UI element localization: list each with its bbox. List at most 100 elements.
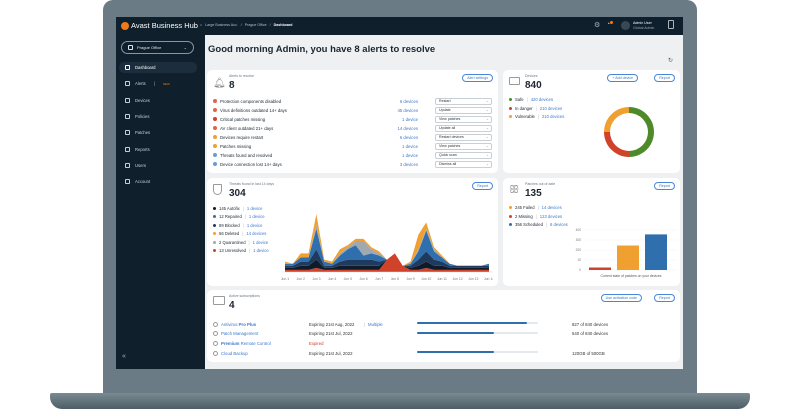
devices-card: Devices 840 + Add device Report Safe | 420… <box>503 70 680 173</box>
threats-area-chart: Jun 1 Jun 2 Jun 3 Jun 4 Jun 5 Jun 6 Jun 7 Jun 8… <box>281 214 493 281</box>
sliders-icon <box>125 113 130 119</box>
threats-report-button[interactable]: Report <box>472 182 493 190</box>
subscriptions-report-button[interactable]: Report <box>654 294 675 302</box>
subscriptions-count: 4 <box>229 300 235 311</box>
legend-devices-link[interactable]: 123 devices <box>539 213 563 219</box>
subscription-name-link[interactable]: Premium Remote Control <box>221 341 271 346</box>
alert-action-select[interactable]: View patches ⌄ <box>435 142 492 150</box>
report-label: Report <box>477 184 488 188</box>
legend-devices-link[interactable]: 6 devices <box>550 222 568 227</box>
subscription-multiple-link[interactable]: Multiple <box>368 321 383 327</box>
alert-action-select[interactable]: Dismiss all ⌄ <box>435 160 492 168</box>
office-selector[interactable]: Prague Office ⌄ <box>121 41 194 54</box>
patches-count: 135 <box>525 188 542 199</box>
sidebar-item-patches[interactable]: Patches <box>119 127 197 138</box>
alert-devices-link[interactable]: 6 devices <box>399 134 418 140</box>
x-tick-label: Jun 8 <box>391 277 399 281</box>
subscription-expiry: Expiring 21st Jul, 2022 <box>309 331 353 337</box>
legend-devices-link[interactable]: 1 device <box>246 206 263 211</box>
alert-row: Devices require restart 6 devices Restart … <box>213 133 492 141</box>
subscription-name-link[interactable]: Patch Management <box>221 331 258 336</box>
legend-label: 13 Unresolved <box>219 248 247 253</box>
shield-icon <box>213 184 222 195</box>
legend-dot <box>213 232 216 236</box>
add-device-button[interactable]: + Add device <box>607 74 638 82</box>
refresh-icon[interactable]: ↻ <box>668 58 674 64</box>
sidebar-item-dashboard[interactable]: Dashboard <box>119 62 197 73</box>
chevron-down-icon: ⌄ <box>485 99 489 103</box>
bell-icon <box>125 81 130 87</box>
alert-action-select[interactable]: Quick scan ⌄ <box>435 151 492 159</box>
sidebar-item-devices[interactable]: Devices <box>119 95 197 106</box>
gear-icon[interactable]: ⚙ <box>594 22 601 29</box>
patches-report-button[interactable]: Report <box>654 182 675 190</box>
app-logo[interactable]: Avast Business Hub <box>121 21 198 30</box>
legend-dot <box>213 240 216 244</box>
alert-devices-link[interactable]: 14 devices <box>397 125 418 131</box>
home-icon[interactable]: ⌂ <box>200 23 203 27</box>
x-tick-label: Jun 6 <box>359 277 367 281</box>
alert-action-select[interactable]: Update ⌄ <box>435 106 492 114</box>
alert-action-select[interactable]: Restart ⌄ <box>435 97 492 105</box>
legend-devices-link[interactable]: 1 device <box>246 222 263 228</box>
alert-action-select[interactable]: Update all ⌄ <box>435 124 492 132</box>
collapse-sidebar-icon[interactable]: « <box>122 353 126 360</box>
legend-devices-link[interactable]: 1 device <box>253 248 269 253</box>
subscription-name-link[interactable]: Cloud Backup <box>221 351 248 356</box>
alert-action-select[interactable]: Restart devices ⌄ <box>435 133 492 141</box>
sidebar-item-users[interactable]: Users <box>119 160 197 171</box>
legend-dot <box>509 214 512 218</box>
sidebar-item-reports[interactable]: Reports <box>119 144 197 155</box>
avatar[interactable] <box>621 21 630 30</box>
area-series-repaired <box>285 228 489 266</box>
legend-devices-link[interactable]: 420 devices <box>530 97 554 102</box>
legend-devices-link[interactable]: 1 device <box>252 239 269 245</box>
legend-item: 56 Deleted | 14 devices <box>213 231 266 236</box>
report-label: Report <box>659 76 670 80</box>
alert-devices-link[interactable]: 1 device <box>401 143 418 149</box>
device-switch-icon[interactable] <box>668 20 674 29</box>
alert-action-value: Restart <box>439 99 451 103</box>
threats-caption: Threats found in last 14 days <box>229 182 274 186</box>
activation-label: Use activation code <box>605 296 637 300</box>
subscription-product: Remote Control <box>240 340 271 346</box>
sidebar-item-policies[interactable]: Policies <box>119 111 197 122</box>
legend-devices-link[interactable]: 1 device <box>248 214 265 220</box>
alert-devices-link[interactable]: 3 devices <box>399 161 418 167</box>
legend-devices-link[interactable]: 14 devices <box>246 231 267 237</box>
devices-report-button[interactable]: Report <box>654 74 675 82</box>
legend-item: Safe | 420 devices <box>509 97 553 102</box>
card-icon <box>213 296 225 305</box>
breadcrumb-account[interactable]: Large Business Acc. <box>205 23 238 27</box>
bar-scheduled <box>645 234 667 270</box>
separator: | <box>242 231 244 237</box>
devices-count: 840 <box>525 80 542 91</box>
legend-dot <box>213 215 216 219</box>
legend-label: 89 Blocked <box>219 222 240 228</box>
subscription-expiry: Expired <box>309 340 324 346</box>
sidebar-item-alerts[interactable]: Alerts | NEW <box>119 78 197 89</box>
use-activation-code-button[interactable]: Use activation code <box>600 294 642 302</box>
notifications-icon[interactable]: ◔ <box>606 21 613 28</box>
y-tick-label: 400 <box>576 228 582 232</box>
alert-action-value: Restart devices <box>439 135 464 139</box>
x-tick-label: Jun 5 <box>344 277 352 281</box>
alert-row: Threats found and resolved 1 device Quick … <box>213 151 492 159</box>
user-name[interactable]: Admin User <box>633 21 652 25</box>
legend-devices-link[interactable]: 14 devices <box>541 205 562 210</box>
legend-devices-link[interactable]: 210 devices <box>541 114 565 119</box>
sidebar-item-account[interactable]: Account <box>119 176 197 187</box>
alert-action-select[interactable]: View patches ⌄ <box>435 115 492 123</box>
x-tick-label: Jun 10 <box>421 277 431 281</box>
alert-devices-link[interactable]: 1 device <box>401 152 418 158</box>
alert-devices-link[interactable]: 45 devices <box>397 107 418 113</box>
alert-devices-link[interactable]: 1 device <box>401 116 418 122</box>
add-device-label: + Add device <box>612 76 633 80</box>
legend-devices-link[interactable]: 210 devices <box>539 105 563 111</box>
alert-devices-link[interactable]: 6 devices <box>399 98 418 104</box>
subscription-name-link[interactable]: Antivirus Pro Plus <box>221 322 256 327</box>
alert-settings-button[interactable]: Alert settings <box>462 74 493 82</box>
monitor-icon <box>509 77 520 85</box>
breadcrumb-office[interactable]: Prague Office <box>244 23 267 27</box>
home-icon <box>125 65 130 70</box>
